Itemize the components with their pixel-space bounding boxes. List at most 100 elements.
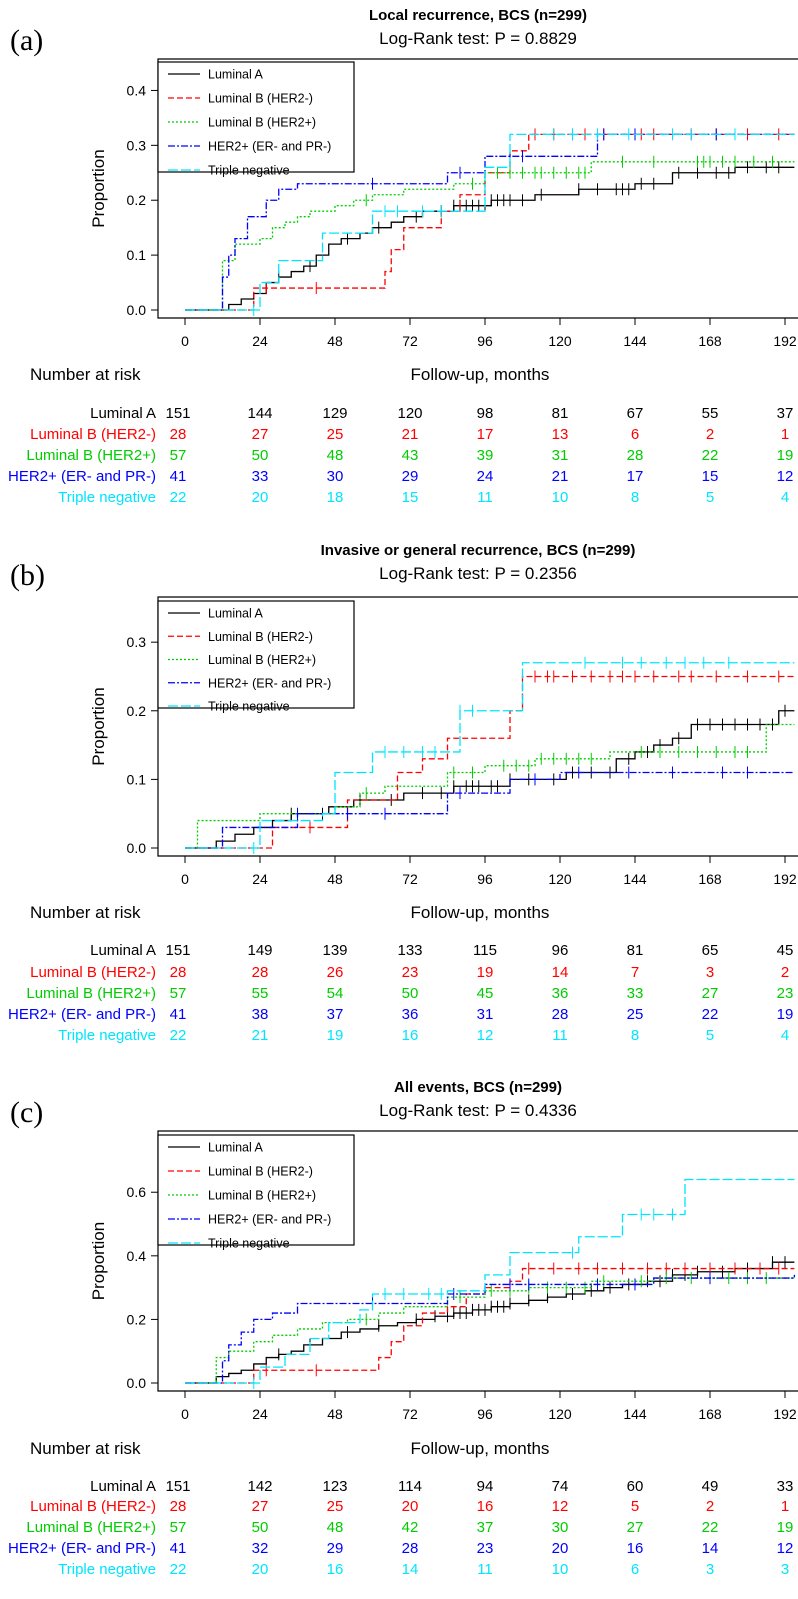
panel-label: (a) [10, 24, 43, 57]
x-tick-label: 192 [773, 871, 797, 887]
risk-row-label: Luminal B (HER2-) [30, 964, 156, 981]
risk-count: 19 [777, 1519, 794, 1536]
risk-count: 20 [252, 489, 269, 506]
plot-frame [157, 58, 798, 319]
y-tick-label: 0.1 [127, 771, 147, 787]
risk-count: 123 [322, 1478, 347, 1495]
risk-count: 16 [402, 1027, 419, 1044]
panel-b: Invasive or general recurrence, BCS (n=2… [8, 542, 798, 1044]
risk-count: 94 [477, 1478, 494, 1495]
x-axis-label: Follow-up, months [411, 1439, 550, 1458]
km-curve [185, 133, 795, 311]
risk-count: 151 [165, 1478, 190, 1495]
risk-count: 36 [552, 985, 569, 1002]
risk-count: 11 [477, 1561, 493, 1578]
risk-count: 20 [252, 1561, 269, 1578]
risk-row-label: Luminal A [90, 1478, 156, 1495]
risk-count: 2 [781, 964, 789, 981]
risk-count: 81 [627, 942, 644, 959]
risk-count: 2 [706, 1498, 714, 1515]
risk-count: 28 [170, 1498, 187, 1515]
km-curve [185, 1261, 795, 1384]
risk-count: 12 [777, 1540, 794, 1557]
risk-count: 21 [552, 468, 569, 485]
risk-count: 16 [477, 1498, 494, 1515]
x-tick-label: 72 [402, 1406, 418, 1422]
x-tick-label: 48 [327, 333, 343, 349]
risk-count: 23 [402, 964, 419, 981]
legend: Luminal A Luminal B (HER2-) Luminal B (HER… [157, 1134, 355, 1251]
risk-count: 15 [402, 489, 419, 506]
y-tick-label: 0.2 [127, 192, 147, 208]
risk-count: 31 [477, 1006, 494, 1023]
x-tick-label: 72 [402, 871, 418, 887]
x-tick-label: 120 [548, 333, 572, 349]
panel-label: (c) [10, 1096, 43, 1129]
risk-count: 4 [781, 489, 789, 506]
risk-count: 20 [552, 1540, 569, 1557]
x-tick-label: 192 [773, 333, 797, 349]
risk-count: 22 [702, 1519, 719, 1536]
x-tick-label: 48 [327, 871, 343, 887]
risk-count: 24 [477, 468, 494, 485]
plot-frame [157, 1130, 798, 1392]
risk-count: 25 [327, 426, 344, 443]
risk-count: 5 [706, 1027, 714, 1044]
risk-count: 133 [397, 942, 422, 959]
risk-count: 12 [777, 468, 794, 485]
y-tick-label: 0.0 [127, 840, 147, 856]
legend-item: Luminal A [208, 607, 264, 621]
x-tick-label: 168 [698, 333, 722, 349]
risk-count: 25 [327, 1498, 344, 1515]
legend-item: Luminal B (HER2+) [208, 1189, 316, 1203]
risk-count: 30 [327, 468, 344, 485]
risk-count: 3 [706, 1561, 714, 1578]
risk-row-label: HER2+ (ER- and PR-) [8, 1006, 156, 1023]
panel-label: (b) [10, 559, 45, 592]
risk-count: 57 [170, 985, 187, 1002]
risk-count: 41 [170, 1540, 187, 1557]
risk-count: 16 [627, 1540, 644, 1557]
legend-item: Luminal B (HER2+) [208, 116, 316, 130]
legend-item: Triple negative [208, 700, 290, 714]
risk-count: 74 [552, 1478, 569, 1495]
risk-count: 120 [397, 405, 422, 422]
risk-count: 7 [631, 964, 639, 981]
x-tick-label: 96 [477, 1406, 493, 1422]
risk-row-label: Luminal B (HER2-) [30, 1498, 156, 1515]
risk-count: 22 [170, 1561, 187, 1578]
legend-item: HER2+ (ER- and PR-) [208, 1213, 331, 1227]
km-curve [185, 771, 795, 849]
risk-count: 28 [552, 1006, 569, 1023]
risk-count: 19 [777, 447, 794, 464]
risk-count: 45 [777, 942, 794, 959]
risk-count: 5 [631, 1498, 639, 1515]
x-axis-label: Follow-up, months [411, 903, 550, 922]
risk-count: 142 [247, 1478, 272, 1495]
risk-count: 23 [477, 1540, 494, 1557]
risk-count: 41 [170, 1006, 187, 1023]
risk-count: 6 [631, 426, 639, 443]
risk-count: 33 [252, 468, 269, 485]
risk-count: 22 [702, 1006, 719, 1023]
risk-count: 37 [777, 405, 794, 422]
km-curve [185, 1274, 796, 1384]
x-tick-label: 120 [548, 1406, 572, 1422]
risk-count: 19 [777, 1006, 794, 1023]
risk-count: 4 [781, 1027, 789, 1044]
risk-count: 114 [398, 1478, 422, 1495]
y-axis-label: Proportion [89, 149, 108, 227]
legend-box [157, 61, 355, 173]
risk-count: 6 [631, 1561, 639, 1578]
y-axis-label: Proportion [89, 1222, 108, 1300]
y-tick-label: 0.3 [127, 137, 147, 153]
y-tick-label: 0.6 [127, 1184, 147, 1200]
risk-count: 19 [327, 1027, 344, 1044]
risk-count: 129 [322, 405, 347, 422]
chart-title: Invasive or general recurrence, BCS (n=2… [321, 542, 636, 559]
risk-count: 45 [477, 985, 494, 1002]
risk-count: 38 [252, 1006, 269, 1023]
risk-count: 10 [552, 489, 569, 506]
x-tick-label: 192 [773, 1406, 797, 1422]
risk-count: 60 [627, 1478, 644, 1495]
